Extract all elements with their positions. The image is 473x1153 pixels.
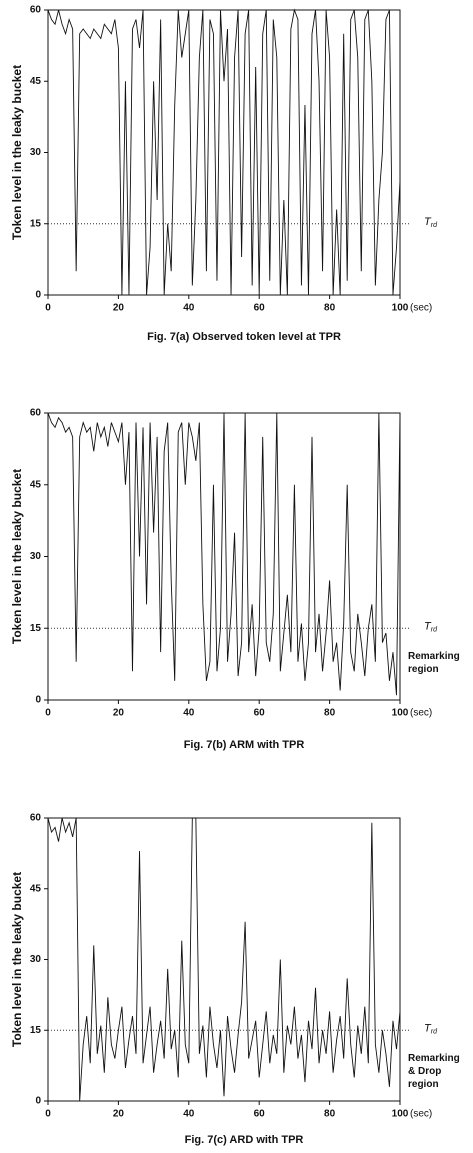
- threshold-main: T: [424, 1022, 432, 1034]
- x-axis-label: (sec): [410, 303, 432, 314]
- x-tick-label: 40: [183, 708, 195, 719]
- threshold-sub: rd: [431, 626, 438, 633]
- x-tick-label: 60: [254, 708, 266, 719]
- y-tick-label: 0: [35, 695, 41, 706]
- y-tick-label: 15: [30, 623, 42, 634]
- x-tick-label: 0: [45, 708, 51, 719]
- threshold-main: T: [424, 620, 432, 632]
- x-tick-label: 100: [392, 708, 409, 719]
- annotation: Remarking: [408, 1053, 460, 1064]
- annotation: Remarking: [408, 651, 460, 662]
- y-axis-label: Token level in the leaky bucket: [10, 469, 24, 644]
- threshold-sub: rd: [431, 222, 438, 229]
- x-axis-label: (sec): [410, 708, 432, 719]
- chart-panel: 0 15 30 45 60 0 20 40 60 80 100 (sec) Token level in…: [10, 5, 438, 343]
- x-tick-label: 40: [183, 1109, 195, 1120]
- y-tick-label: 15: [30, 1025, 42, 1036]
- y-tick-label: 45: [30, 883, 42, 894]
- y-axis-label: Token level in the leaky bucket: [10, 872, 24, 1047]
- chart-panel: 0 15 30 45 60 0 20 40 60 80 100 (sec) Token level in…: [10, 813, 460, 1146]
- threshold-sub: rd: [431, 1028, 438, 1035]
- threshold-label: Trd: [424, 1022, 438, 1035]
- y-tick-label: 0: [35, 1096, 41, 1107]
- plot-frame: [47, 412, 401, 701]
- y-tick-label: 60: [30, 408, 42, 419]
- x-tick-label: 20: [113, 303, 125, 314]
- y-tick-label: 45: [30, 76, 42, 87]
- annotation: region: [408, 1079, 439, 1090]
- x-tick-label: 80: [324, 1109, 336, 1120]
- threshold-label: Trd: [424, 620, 438, 633]
- x-tick-label: 20: [113, 708, 125, 719]
- x-tick-label: 60: [254, 1109, 266, 1120]
- token-level-line: [47, 817, 401, 1102]
- y-tick-label: 30: [30, 147, 42, 158]
- y-tick-label: 0: [35, 290, 41, 301]
- threshold-main: T: [424, 216, 432, 228]
- y-tick-label: 60: [30, 813, 42, 824]
- y-tick-label: 45: [30, 479, 42, 490]
- y-axis-label: Token level in the leaky bucket: [10, 65, 24, 240]
- x-tick-label: 100: [392, 1109, 409, 1120]
- y-tick-label: 15: [30, 218, 42, 229]
- x-tick-label: 40: [183, 303, 195, 314]
- x-tick-label: 100: [392, 303, 409, 314]
- chart-panel: 0 15 30 45 60 0 20 40 60 80 100 (sec) Token level in…: [10, 408, 460, 751]
- y-tick-label: 30: [30, 954, 42, 965]
- y-tick-label: 60: [30, 5, 42, 16]
- x-tick-label: 80: [324, 303, 336, 314]
- chart-title: Fig. 7(b) ARM with TPR: [184, 739, 305, 751]
- annotation: & Drop: [408, 1066, 441, 1077]
- x-tick-label: 20: [113, 1109, 125, 1120]
- x-tick-label: 0: [45, 1109, 51, 1120]
- chart-title: Fig. 7(a) Observed token level at TPR: [147, 331, 341, 343]
- x-axis-label: (sec): [410, 1109, 432, 1120]
- x-tick-label: 80: [324, 708, 336, 719]
- y-tick-label: 30: [30, 551, 42, 562]
- x-tick-label: 0: [45, 303, 51, 314]
- token-level-line: [47, 412, 401, 696]
- threshold-label: Trd: [424, 216, 438, 229]
- annotation: region: [408, 664, 439, 675]
- x-tick-label: 60: [254, 303, 266, 314]
- plot-frame: [47, 817, 401, 1102]
- token-level-line: [47, 8, 401, 296]
- chart-title: Fig. 7(c) ARD with TPR: [185, 1134, 304, 1146]
